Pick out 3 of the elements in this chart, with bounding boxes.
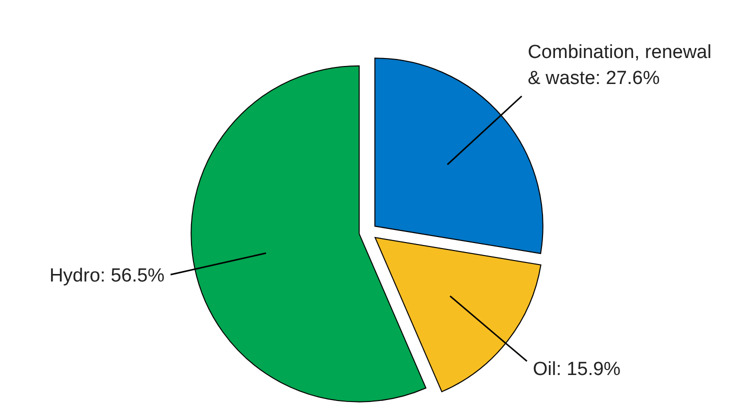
slice-label: Combination, renewal & waste: 27.6% (528, 42, 712, 90)
slice-label: Hydro: 56.5% (49, 266, 165, 287)
slice-label: Oil: 15.9% (532, 359, 621, 380)
